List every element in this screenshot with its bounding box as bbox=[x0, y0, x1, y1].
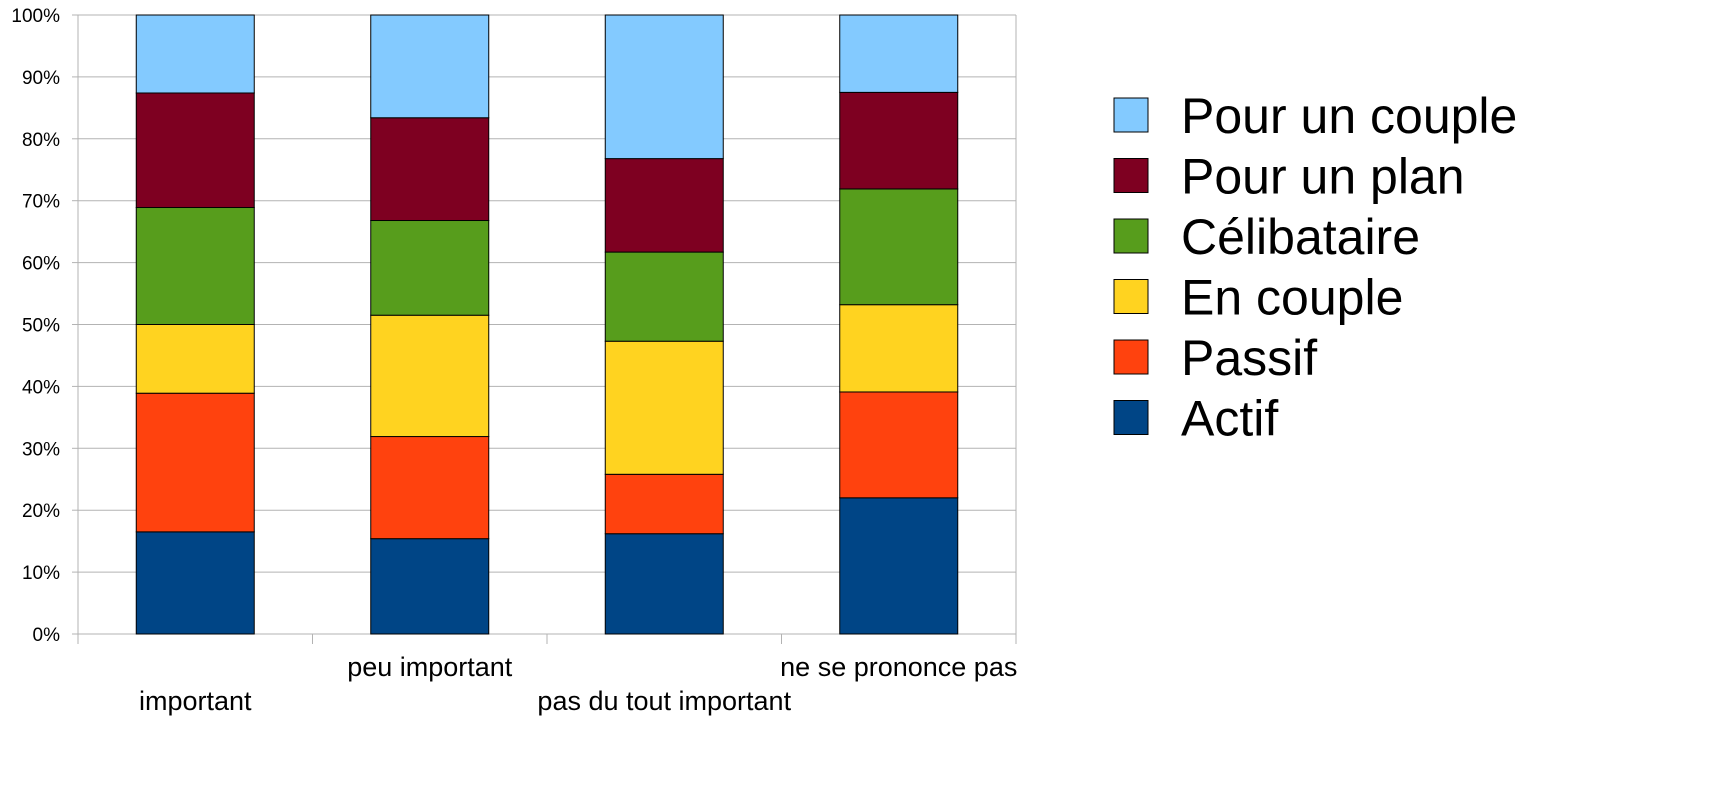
bar-segment bbox=[604, 158, 724, 253]
bar-segment bbox=[370, 14, 490, 119]
legend-label: En couple bbox=[1181, 270, 1403, 326]
bar-segment bbox=[839, 304, 959, 393]
legend-swatch bbox=[1113, 279, 1149, 314]
legend-label: Célibataire bbox=[1181, 209, 1420, 265]
legend-swatch bbox=[1113, 400, 1149, 435]
legend-swatch bbox=[1113, 97, 1149, 133]
y-tick-label: 100% bbox=[11, 6, 60, 27]
x-category-label: pas du tout important bbox=[537, 686, 791, 716]
y-tick-label: 20% bbox=[22, 501, 60, 522]
y-tick-label: 60% bbox=[22, 254, 60, 275]
bar-segment bbox=[604, 251, 724, 342]
x-category-label: ne se prononce pas bbox=[780, 652, 1017, 682]
bar-segment bbox=[604, 340, 724, 475]
bar-segment bbox=[370, 220, 490, 316]
bar-segment bbox=[135, 392, 255, 533]
bar-segment bbox=[370, 538, 490, 635]
y-tick-label: 70% bbox=[22, 192, 60, 213]
bar-segment bbox=[604, 14, 724, 160]
bar-segment bbox=[839, 497, 959, 635]
bars bbox=[135, 14, 959, 635]
y-tick-label: 0% bbox=[33, 625, 61, 646]
bar-segment bbox=[839, 14, 959, 93]
legend-swatch bbox=[1113, 218, 1149, 254]
legend-label: Actif bbox=[1181, 391, 1278, 447]
legend-label: Pour un plan bbox=[1181, 149, 1465, 205]
x-category-label: peu important bbox=[347, 652, 513, 682]
bar-segment bbox=[370, 117, 490, 222]
y-tick-label: 90% bbox=[22, 68, 60, 89]
y-tick-label: 80% bbox=[22, 130, 60, 151]
legend-swatch bbox=[1113, 158, 1149, 193]
y-tick-label: 30% bbox=[22, 439, 60, 460]
bar-segment bbox=[135, 92, 255, 209]
bar-segment bbox=[135, 14, 255, 94]
legend-label: Passif bbox=[1181, 330, 1317, 386]
legend-label: Pour un couple bbox=[1181, 88, 1517, 144]
bar-segment bbox=[604, 533, 724, 635]
bar-segment bbox=[839, 391, 959, 499]
bar-segment bbox=[135, 324, 255, 394]
bar-segment bbox=[370, 314, 490, 438]
y-tick-label: 40% bbox=[22, 377, 60, 398]
x-category-label: important bbox=[139, 686, 252, 716]
legend-swatch bbox=[1113, 339, 1149, 375]
bar-segment bbox=[604, 473, 724, 535]
bar-segment bbox=[839, 188, 959, 306]
bar-segment bbox=[370, 436, 490, 540]
y-tick-label: 10% bbox=[22, 563, 60, 584]
bar-segment bbox=[839, 91, 959, 190]
y-tick-label: 50% bbox=[22, 316, 60, 337]
bar-segment bbox=[135, 207, 255, 325]
bar-segment bbox=[135, 531, 255, 635]
